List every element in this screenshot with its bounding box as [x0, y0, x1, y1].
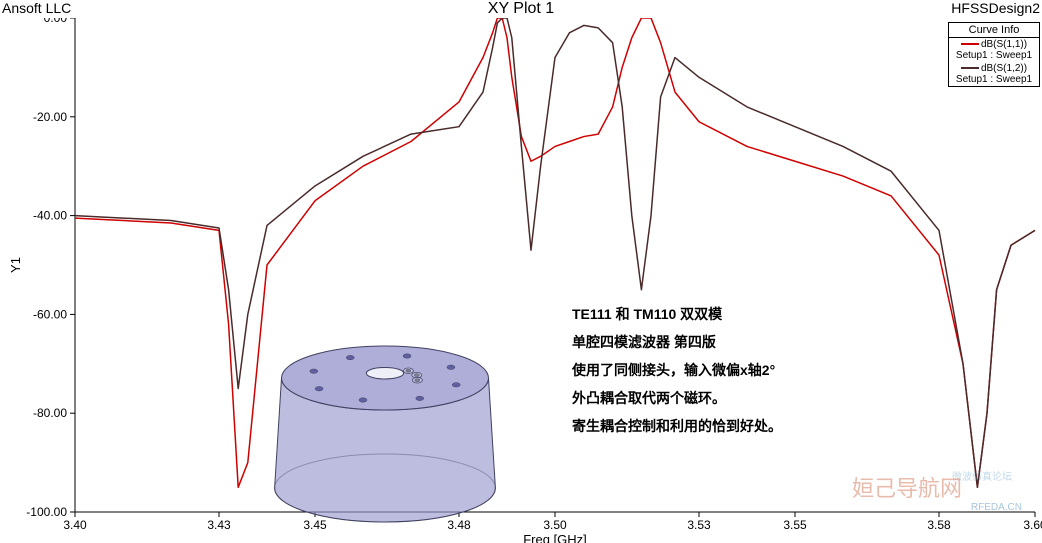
annotation-line-2: 使用了同侧接头，输入微偏x轴2° [572, 356, 782, 384]
svg-text:3.53: 3.53 [687, 518, 711, 532]
legend-title: Curve Info [949, 23, 1039, 38]
svg-text:-100.00: -100.00 [26, 505, 67, 519]
annotation-line-3: 外凸耦合取代两个磁环。 [572, 384, 782, 412]
annotation-line-1: 单腔四模滤波器 第四版 [572, 328, 782, 356]
svg-text:3.43: 3.43 [207, 518, 231, 532]
plot-area: 0.00 -20.00 -40.00 -60.00 -80.00 -100.003.40 3… [0, 18, 1042, 543]
legend-item-s11: dB(S(1,1)) Setup1 : Sweep1 [949, 38, 1039, 62]
svg-text:-20.00: -20.00 [33, 110, 67, 124]
watermark-rfeda: RFEDA.CN [971, 502, 1022, 513]
svg-text:3.48: 3.48 [447, 518, 471, 532]
annotation-line-0: TE111 和 TM110 双双模 [572, 300, 782, 328]
legend-label-s11: dB(S(1,1)) [981, 39, 1027, 50]
svg-text:3.55: 3.55 [783, 518, 807, 532]
legend: Curve Info dB(S(1,1)) Setup1 : Sweep1 dB… [948, 22, 1040, 87]
vendor-label: Ansoft LLC [2, 0, 71, 16]
svg-text:-60.00: -60.00 [33, 307, 67, 321]
svg-text:0.00: 0.00 [44, 18, 68, 25]
legend-item-s12: dB(S(1,2)) Setup1 : Sweep1 [949, 62, 1039, 86]
svg-text:3.45: 3.45 [303, 518, 327, 532]
header: Ansoft LLC XY Plot 1 HFSSDesign2 [0, 0, 1042, 18]
legend-swatch-s11 [961, 43, 979, 45]
svg-text:-80.00: -80.00 [33, 406, 67, 420]
watermark-site: 姮己导航网 [852, 471, 962, 503]
svg-text:3.40: 3.40 [63, 518, 87, 532]
annotation-line-4: 寄生耦合控制和利用的恰到好处。 [572, 412, 782, 440]
legend-sub-s11: Setup1 : Sweep1 [956, 50, 1032, 61]
svg-text:Y1: Y1 [8, 257, 23, 273]
svg-text:3.50: 3.50 [543, 518, 567, 532]
legend-sub-s12: Setup1 : Sweep1 [956, 74, 1032, 85]
xy-plot: 0.00 -20.00 -40.00 -60.00 -80.00 -100.003.40 3… [0, 18, 1042, 543]
plot-title: XY Plot 1 [488, 0, 554, 18]
svg-text:-40.00: -40.00 [33, 209, 67, 223]
legend-swatch-s12 [961, 67, 979, 69]
svg-text:3.58: 3.58 [927, 518, 951, 532]
svg-text:3.60: 3.60 [1023, 518, 1042, 532]
legend-label-s12: dB(S(1,2)) [981, 63, 1027, 74]
root: Ansoft LLC XY Plot 1 HFSSDesign2 0.00 -20… [0, 0, 1042, 543]
svg-text:Freq [GHz]: Freq [GHz] [523, 532, 587, 543]
annotation-block: TE111 和 TM110 双双模 单腔四模滤波器 第四版 使用了同侧接头，输入… [572, 300, 782, 440]
design-label: HFSSDesign2 [951, 0, 1040, 16]
